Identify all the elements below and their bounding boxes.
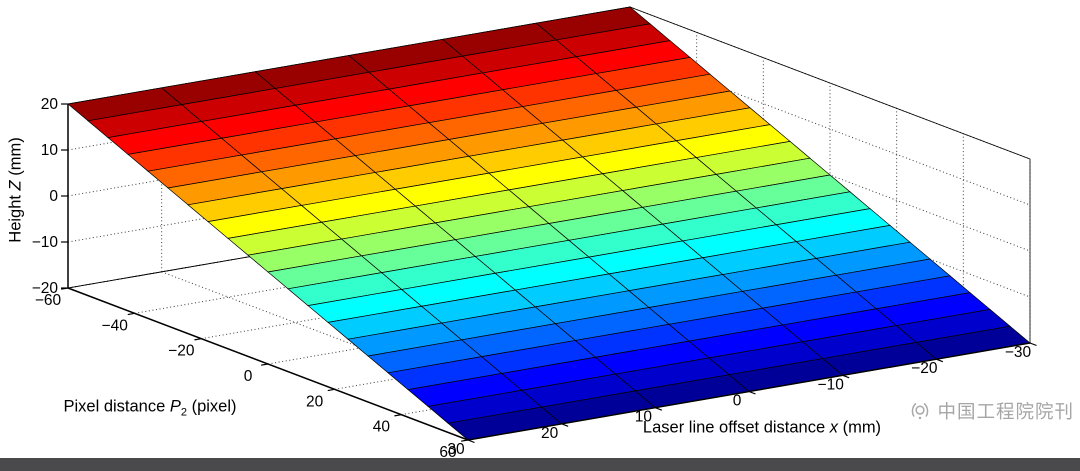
svg-text:20: 20	[541, 425, 559, 442]
p2-axis-title-text: Pixel distance	[63, 397, 170, 416]
svg-text:20: 20	[306, 393, 324, 410]
svg-text:−40: −40	[102, 317, 129, 334]
svg-text:−30: −30	[1005, 344, 1032, 361]
journal-logo-icon	[912, 403, 929, 420]
svg-text:20: 20	[41, 96, 59, 113]
svg-text:10: 10	[635, 409, 653, 426]
z-axis-title: Height Z (mm)	[6, 137, 25, 243]
svg-text:30: 30	[447, 441, 465, 458]
svg-text:−20: −20	[911, 360, 938, 377]
watermark-text: 中国工程院院刊	[937, 401, 1074, 422]
svg-text:−10: −10	[32, 234, 59, 251]
svg-text:−60: −60	[35, 292, 62, 309]
x-axis-title: Laser line offset distance x (mm)	[642, 418, 882, 437]
svg-text:0: 0	[733, 393, 742, 410]
svg-text:−10: −10	[818, 376, 845, 393]
svg-text:10: 10	[41, 142, 59, 159]
svg-text:0: 0	[244, 368, 253, 385]
svg-text:40: 40	[373, 419, 391, 436]
svg-text:−20: −20	[168, 343, 195, 360]
svg-text:60: 60	[439, 444, 457, 461]
svg-text:−20: −20	[32, 280, 59, 297]
watermark: 中国工程院院刊	[909, 398, 1074, 424]
svg-text:0: 0	[49, 188, 58, 205]
footer-bar	[0, 458, 1080, 471]
x-axis-title-text: Laser line offset distance	[642, 418, 830, 437]
z-axis-title-text: Height	[6, 190, 25, 243]
p2-axis-title: Pixel distance P2 (pixel)	[63, 397, 237, 419]
